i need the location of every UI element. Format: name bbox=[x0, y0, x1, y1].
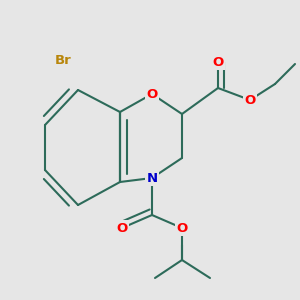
Text: O: O bbox=[176, 221, 188, 235]
Text: N: N bbox=[146, 172, 158, 184]
Text: O: O bbox=[212, 56, 224, 68]
Text: O: O bbox=[146, 88, 158, 100]
Text: Br: Br bbox=[55, 53, 71, 67]
Text: O: O bbox=[116, 221, 128, 235]
Text: O: O bbox=[244, 94, 256, 106]
